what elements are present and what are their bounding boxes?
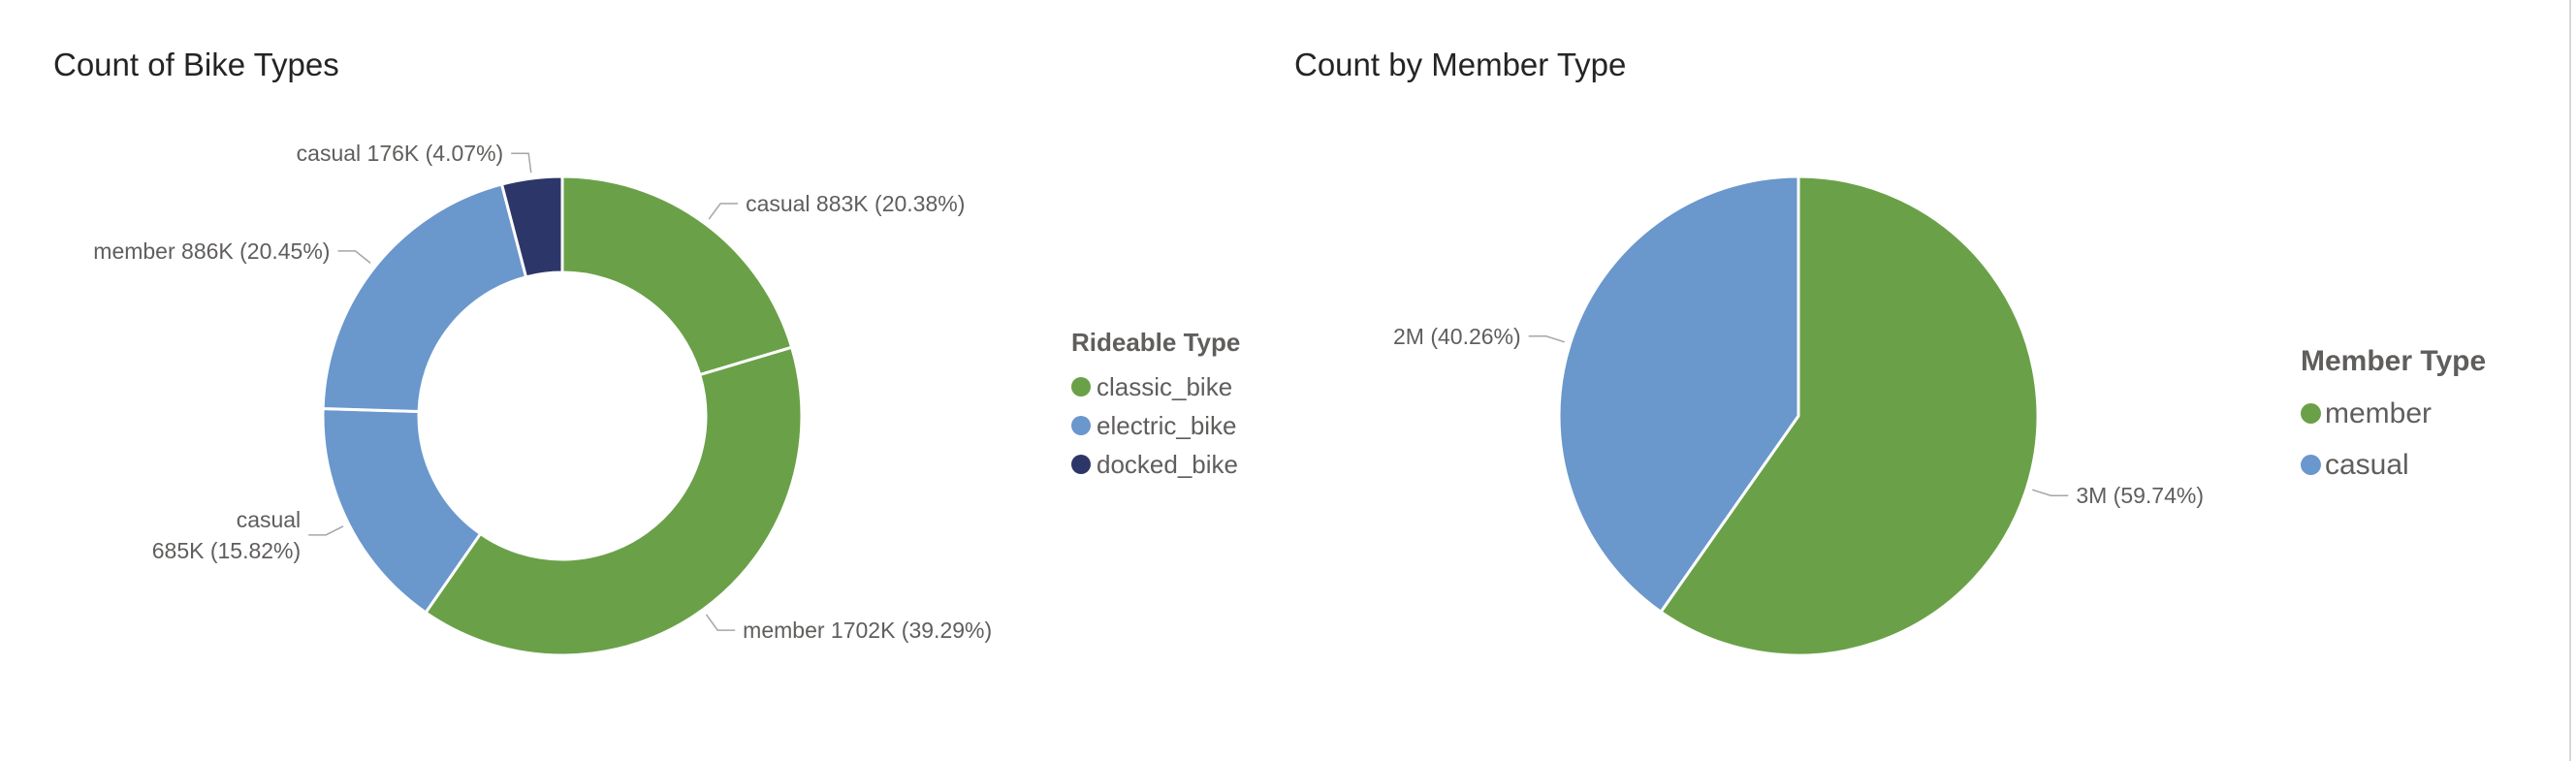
member-type-visual: Count by Member Type 3M (59.74%) 2M (40.2… (1251, 0, 2576, 761)
donut-data-label-electric-bike-casual: casual (237, 507, 301, 532)
legend-title: Member Type (2301, 345, 2487, 377)
legend-item-casual[interactable]: casual (2301, 439, 2486, 491)
pie-leader-line-member (2032, 489, 2069, 496)
member-type-pie-chart: 3M (59.74%) 2M (40.26%) (1393, 174, 2204, 657)
page-edge-scrollbar (2569, 0, 2571, 761)
pie-slice-member (1659, 174, 2040, 657)
member-type-legend: Member Type member casual (2301, 345, 2486, 491)
bike-types-donut-chart: casual 883K (20.38%) member 1702K (39.29%… (93, 141, 992, 657)
donut-data-label-electric-bike-casual: 685K (15.82%) (152, 538, 301, 563)
legend-dot-icon (1071, 377, 1091, 396)
pie-slice-casual (1557, 174, 1800, 615)
legend-label: electric_bike (1097, 410, 1237, 440)
legend-item-member[interactable]: member (2301, 388, 2486, 439)
legend-label: classic_bike (1097, 371, 1233, 401)
legend-label: member (2325, 396, 2433, 429)
rideable-type-legend: Rideable Type classic_bike electric_bike… (1071, 328, 1240, 484)
bike-types-visual: Count of Bike Types casual 883K (20.38%)… (0, 0, 1251, 761)
donut-leader-line-classic-bike-casual (708, 203, 739, 220)
legend-item-electric-bike[interactable]: electric_bike (1071, 406, 1240, 445)
legend-dot-icon (2301, 455, 2321, 475)
legend-dot-icon (1071, 455, 1091, 474)
pie-data-label-casual: 2M (40.26%) (1393, 324, 1521, 349)
pie-leader-line-casual (1528, 335, 1565, 343)
donut-slice-electric-bike-member (321, 182, 528, 414)
donut-slice-docked-bike-casual (499, 174, 564, 279)
donut-leader-line-electric-bike-member (337, 250, 371, 264)
legend-title: Rideable Type (1071, 328, 1241, 357)
donut-data-label-electric-bike-member: member 886K (20.45%) (93, 238, 330, 264)
legend-label: casual (2325, 448, 2409, 481)
donut-slice-classic-bike-casual (560, 174, 794, 377)
legend-dot-icon (1071, 416, 1091, 435)
donut-leader-line-electric-bike-casual (308, 525, 344, 536)
legend-item-classic-bike[interactable]: classic_bike (1071, 367, 1240, 406)
donut-leader-line-docked-bike-casual (511, 152, 532, 174)
legend-dot-icon (2301, 403, 2321, 424)
donut-slice-classic-bike-member (423, 345, 804, 657)
donut-data-label-classic-bike-member: member 1702K (39.29%) (743, 618, 992, 643)
donut-leader-line-classic-bike-member (705, 614, 736, 631)
bike-types-title: Count of Bike Types (53, 47, 339, 82)
pie-data-label-member: 3M (59.74%) (2076, 483, 2204, 508)
donut-data-label-classic-bike-casual: casual 883K (20.38%) (746, 191, 965, 216)
legend-item-docked-bike[interactable]: docked_bike (1071, 445, 1240, 484)
member-type-title: Count by Member Type (1294, 47, 1627, 82)
donut-data-label-docked-bike-casual: casual 176K (4.07%) (297, 141, 504, 166)
legend-label: docked_bike (1097, 449, 1238, 479)
